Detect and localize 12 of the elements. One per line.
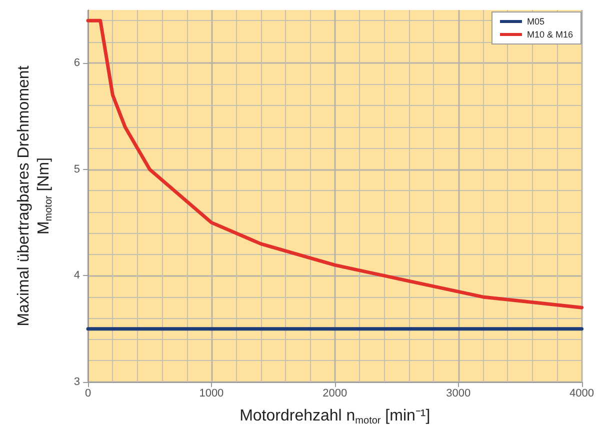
x-tick-label: 2000: [322, 388, 348, 400]
y-tick-label: 5: [74, 163, 80, 176]
legend-label: M05: [526, 16, 544, 26]
legend-label: M10 & M16: [526, 30, 574, 40]
x-tick-label: 1000: [199, 388, 224, 400]
y-tick-label: 6: [74, 57, 80, 70]
x-tick-label: 3000: [446, 388, 471, 400]
x-tick-label: 0: [84, 388, 92, 400]
y-tick-label: 3: [74, 376, 80, 388]
x-tick-label: 4000: [570, 388, 594, 400]
y-tick-label: 4: [74, 270, 80, 282]
line-series: [86, 18, 584, 310]
